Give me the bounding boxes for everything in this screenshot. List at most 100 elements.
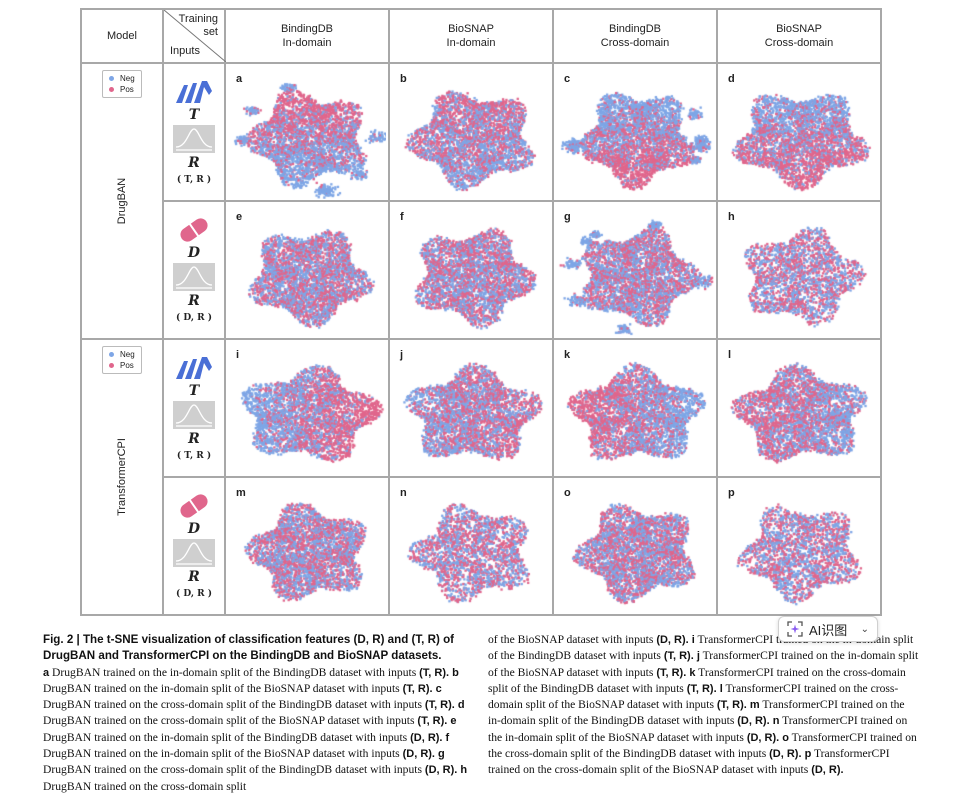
- inputs-cell: T R ( T, R ): [162, 338, 226, 478]
- scatter-panel-cell: m: [224, 476, 390, 616]
- tsne-panel-o: o: [554, 479, 716, 613]
- caption-text: TransformerCPI trained on the cross-doma…: [488, 730, 917, 761]
- tsne-panel-g: g: [554, 203, 716, 337]
- caption-bold: (D, R).: [402, 748, 435, 761]
- tsne-scatter-g: [554, 203, 714, 337]
- legend-item-neg: Neg: [109, 349, 135, 360]
- tsne-panel-n: n: [390, 479, 552, 613]
- caption-bold: c: [432, 682, 442, 695]
- scatter-panel-cell: e: [224, 200, 390, 340]
- caption-text: TransformerCPI trained on the in-domain …: [488, 698, 905, 728]
- caption-text: DrugBAN trained on the cross-domain spli…: [43, 779, 247, 793]
- representation-distribution-icon: [173, 539, 215, 567]
- scatter-panel-cell: k: [552, 338, 718, 478]
- tsne-scatter-k: [554, 341, 714, 475]
- caption-bold: (T, R).: [663, 650, 694, 663]
- caption-bold: (T, R).: [686, 682, 717, 695]
- caption-bold: f: [442, 731, 450, 744]
- caption-text: TransformerCPI trained on the cross-doma…: [488, 681, 899, 712]
- caption-left: Fig. 2 | The t-SNE visualization of clas…: [43, 632, 475, 795]
- caption-text: DrugBAN trained on the in-domain split o…: [43, 747, 403, 761]
- caption-bold: (T, R).: [419, 666, 450, 679]
- caption-bold: (D, R).: [410, 731, 443, 744]
- scatter-panel-cell: p: [716, 476, 882, 616]
- caption-bold: (D, R).: [746, 731, 780, 744]
- input-symbol-1: D: [187, 245, 201, 261]
- input-symbol-2: R: [188, 569, 200, 585]
- protein-helix-icon: [176, 81, 212, 103]
- input-symbol-2: R: [188, 155, 200, 171]
- tsne-panel-d: d: [718, 65, 880, 199]
- representation-distribution-icon: [173, 125, 215, 153]
- caption-bold: e: [447, 715, 457, 728]
- legend: Neg Pos: [102, 346, 142, 374]
- caption-bold: (D, R).: [656, 634, 689, 646]
- panel-label: n: [400, 487, 407, 499]
- ai-image-recognition-button[interactable]: AI识图 ⌄: [778, 616, 878, 642]
- caption-bold: h: [457, 764, 468, 777]
- inputs-cell: D R ( D, R ): [162, 200, 226, 340]
- tsne-scatter-f: [390, 203, 550, 337]
- model-row: D R ( D, R ) e f g h: [81, 200, 882, 340]
- scatter-panel-cell: f: [388, 200, 554, 340]
- ai-button-label: AI识图: [809, 622, 848, 638]
- panel-label: l: [728, 349, 732, 361]
- caption-text: DrugBAN trained on the cross-domain spli…: [43, 763, 425, 777]
- model-row: Neg Pos TransformerCPI T R ( T, R ) i j k l: [80, 338, 882, 616]
- panel-label: i: [236, 349, 240, 361]
- tsne-panel-m: m: [226, 479, 388, 613]
- caption-right-body: of the BioSNAP dataset with inputs (D, R…: [488, 632, 920, 779]
- tsne-panel-b: b: [390, 65, 552, 199]
- caption-bold: (T, R).: [656, 666, 687, 679]
- drug-capsule-icon: [180, 218, 208, 242]
- panel-label: h: [728, 211, 735, 223]
- legend-pos-marker: [109, 87, 114, 92]
- tsne-scatter-l: [718, 341, 878, 475]
- caption-text: of the BioSNAP dataset with inputs: [488, 633, 657, 646]
- input-symbol-1: D: [187, 521, 201, 537]
- scatter-panel-cell: a: [224, 62, 390, 202]
- caption-text: TransformerCPI trained on the in-domain …: [488, 649, 919, 679]
- scatter-panel-cell: n: [388, 476, 554, 616]
- model-label: TransformerCPI: [116, 438, 128, 516]
- legend-neg-marker: [109, 76, 114, 81]
- caption-text: TransformerCPI trained on the cross-doma…: [488, 747, 890, 777]
- panel-label: d: [728, 73, 735, 85]
- tsne-panel-a: a: [226, 65, 388, 199]
- caption-bold: (D, R).: [737, 715, 770, 728]
- panel-label: e: [236, 211, 243, 223]
- tsne-panel-h: h: [718, 203, 880, 337]
- tsne-panel-f: f: [390, 203, 552, 337]
- input-symbol-2: R: [188, 431, 200, 447]
- tsne-panel-c: c: [554, 65, 716, 199]
- caption-bold: l: [716, 682, 723, 695]
- caption-bold: (D, R).: [769, 748, 802, 761]
- legend-item-pos: Pos: [109, 360, 135, 371]
- tsne-scatter-n: [390, 479, 550, 613]
- caption-right: of the BioSNAP dataset with inputs (D, R…: [488, 632, 920, 779]
- figure-table: Model Training set Inputs BindingDB In-dom…: [80, 8, 882, 616]
- panel-label: p: [728, 487, 735, 499]
- caption-text: DrugBAN trained on the in-domain split o…: [43, 681, 403, 695]
- caption-bold: k: [686, 666, 696, 679]
- tsne-scatter-o: [554, 479, 714, 613]
- header-col-1: BindingDB In-domain: [224, 8, 390, 64]
- caption-text: TransformerCPI trained on the in-domain …: [488, 714, 908, 744]
- legend-item-pos: Pos: [109, 84, 135, 95]
- caption-bold: o: [779, 731, 789, 744]
- caption-bold: b: [449, 666, 459, 679]
- scatter-panel-cell: h: [716, 200, 882, 340]
- tsne-panel-e: e: [226, 203, 388, 337]
- scatter-panel-cell: l: [716, 338, 882, 478]
- tsne-panel-i: i: [226, 341, 388, 475]
- scatter-panel-cell: c: [552, 62, 718, 202]
- panel-label: b: [400, 73, 407, 85]
- panel-label: o: [564, 487, 571, 499]
- inputs-cell: T R ( T, R ): [162, 62, 226, 202]
- chevron-down-icon[interactable]: ⌄: [860, 623, 869, 635]
- panel-label: c: [564, 73, 571, 85]
- header-diagonal-cell: Training set Inputs: [162, 8, 226, 64]
- input-pair: ( T, R ): [176, 451, 212, 461]
- diagonal-line: [164, 10, 226, 62]
- header-col-3: BindingDB Cross-domain: [552, 8, 718, 64]
